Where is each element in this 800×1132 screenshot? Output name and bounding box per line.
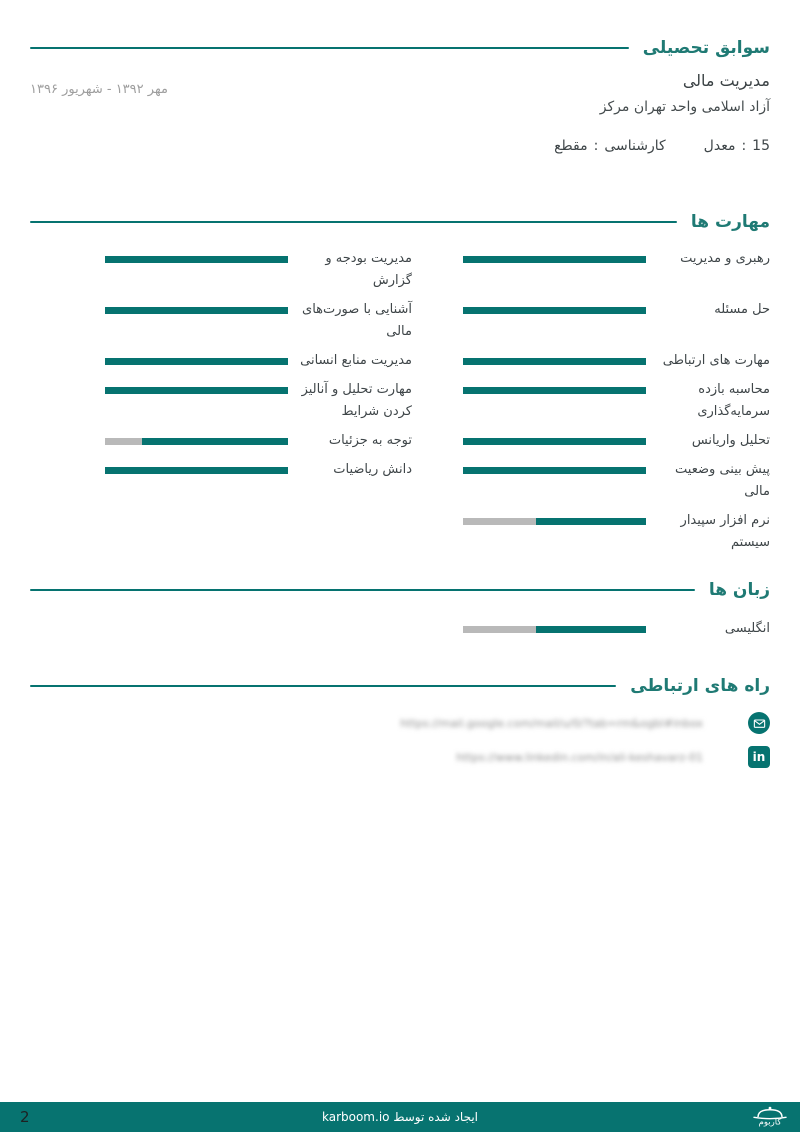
skill-bar [463, 256, 646, 263]
linkedin-icon[interactable]: in [748, 746, 770, 768]
linkedin-link-blurred[interactable]: https://www.linkedin.com/in/ali-keshavar… [456, 750, 703, 764]
language-bar-fill [536, 626, 646, 633]
contact-row-linkedin: in https://www.linkedin.com/in/ali-kesha… [0, 746, 770, 768]
skill-item: محاسبه بازده سرمایه‌گذاری [463, 379, 770, 423]
skill-bar [463, 518, 646, 525]
skill-bar [105, 387, 288, 394]
skill-label: رهبری و مدیریت [680, 251, 770, 266]
skill-bar [463, 467, 646, 474]
section-rule [30, 588, 695, 592]
page-number: 2 [20, 1108, 30, 1126]
skill-bar [105, 307, 288, 314]
skill-bar-fill [463, 387, 646, 394]
skill-label: دانش ریاضیات [333, 462, 412, 477]
section-rule [30, 220, 677, 224]
language-list: انگلیسی [463, 618, 770, 640]
languages-heading: زبان ها [708, 580, 770, 600]
skill-bar [105, 358, 288, 365]
skill-bar-fill [141, 438, 288, 445]
contact-row-email: https://mail.google.com/mail/u/0/?tab=rm… [0, 712, 770, 734]
degree-label: مقطع [554, 138, 588, 154]
skill-bar-fill [105, 307, 288, 314]
email-icon[interactable] [748, 712, 770, 734]
skill-item: مدیریت منابع انسانی [105, 350, 412, 372]
skill-bar-fill [463, 438, 646, 445]
gpa-label: معدل [703, 138, 736, 154]
skill-label: مدیریت بودجه و گزارش [325, 251, 412, 288]
footer-created-by: ایجاد شده توسط karboom.io [321, 1110, 478, 1124]
footer-bar: 2 ایجاد شده توسط karboom.io کاربوم [0, 1102, 800, 1132]
skill-bar-fill [463, 358, 646, 365]
skill-item: پیش بینی وضعیت مالی [463, 459, 770, 503]
language-label: انگلیسی [724, 621, 770, 636]
karboom-hat-icon [753, 1106, 787, 1120]
skill-bar-fill [105, 256, 288, 263]
karboom-logo-icon: کاربوم [752, 1106, 788, 1128]
skill-bar [463, 438, 646, 445]
skill-bar-fill [463, 256, 646, 263]
skill-label: نرم افزار سپیدار سیستم [680, 513, 770, 550]
skill-item: دانش ریاضیات [105, 459, 412, 503]
skill-bar-fill [536, 518, 646, 525]
section-rule [30, 684, 617, 688]
skill-bar [105, 467, 288, 474]
skill-label: تحلیل واریانس [691, 433, 770, 448]
education-entry: مهر ۱۳۹۲ - شهریور ۱۳۹۶ مدیریت مالی آزاد … [30, 70, 770, 156]
skill-item: تحلیل واریانس [463, 430, 770, 452]
contact-list: https://mail.google.com/mail/u/0/?tab=rm… [0, 712, 770, 768]
skill-label: مدیریت منابع انسانی [300, 353, 412, 368]
skill-label: توجه به جزئیات [328, 433, 412, 448]
education-field-of-study: مدیریت مالی [682, 71, 770, 90]
skill-label: مهارت تحلیل و آنالیز کردن شرایط [301, 382, 412, 419]
education-institution: آزاد اسلامی واحد تهران مرکز [599, 99, 770, 115]
skill-label: پیش بینی وضعیت مالی [675, 462, 770, 499]
skill-bar [105, 256, 288, 263]
skill-item: توجه به جزئیات [105, 430, 412, 452]
skills-heading: مهارت ها [690, 212, 770, 232]
education-heading: سوابق تحصیلی [642, 38, 770, 58]
skill-item: مدیریت بودجه و گزارش [105, 248, 412, 292]
skills-section-header: مهارت ها [30, 210, 770, 234]
education-date-range: مهر ۱۳۹۲ - شهریور ۱۳۹۶ [30, 82, 168, 97]
skill-bar-fill [463, 467, 646, 474]
skills-grid: رهبری و مدیریت مدیریت بودجه و گزارش حل م… [0, 248, 800, 554]
skill-bar [463, 307, 646, 314]
skill-label: مهارت های ارتباطی [662, 353, 770, 368]
skill-bar [463, 358, 646, 365]
skill-bar-fill [105, 467, 288, 474]
degree-value: کارشناسی [604, 138, 666, 154]
language-item: انگلیسی [463, 618, 770, 640]
skill-bar [105, 438, 288, 445]
contact-heading: راه های ارتباطی [630, 676, 770, 696]
email-link-blurred[interactable]: https://mail.google.com/mail/u/0/?tab=rm… [400, 716, 703, 730]
skill-label: حل مسئله [714, 302, 770, 317]
karboom-brand-text: کاربوم [758, 1117, 782, 1128]
education-meta-row: مقطع : کارشناسی معدل : 15 [30, 136, 770, 156]
contact-section-header: راه های ارتباطی [30, 674, 770, 698]
skill-bar-fill [105, 387, 288, 394]
skill-item: نرم افزار سپیدار سیستم [463, 510, 770, 554]
skill-bar-fill [105, 358, 288, 365]
skill-label: آشنایی با صورت‌های مالی [302, 302, 412, 339]
gpa-separator: : [741, 138, 747, 154]
skill-bar-fill [463, 307, 646, 314]
education-section-header: سوابق تحصیلی [30, 36, 770, 60]
skill-item: آشنایی با صورت‌های مالی [105, 299, 412, 343]
languages-section-header: زبان ها [30, 578, 770, 602]
language-bar [463, 626, 646, 633]
section-rule [30, 46, 629, 50]
skill-item: حل مسئله [463, 299, 770, 343]
skill-item: مهارت تحلیل و آنالیز کردن شرایط [105, 379, 412, 423]
gpa-value: 15 [752, 138, 770, 154]
skill-item: رهبری و مدیریت [463, 248, 770, 292]
skill-item: مهارت های ارتباطی [463, 350, 770, 372]
skill-bar [463, 387, 646, 394]
skill-label: محاسبه بازده سرمایه‌گذاری [697, 382, 770, 419]
degree-separator: : [593, 138, 599, 154]
